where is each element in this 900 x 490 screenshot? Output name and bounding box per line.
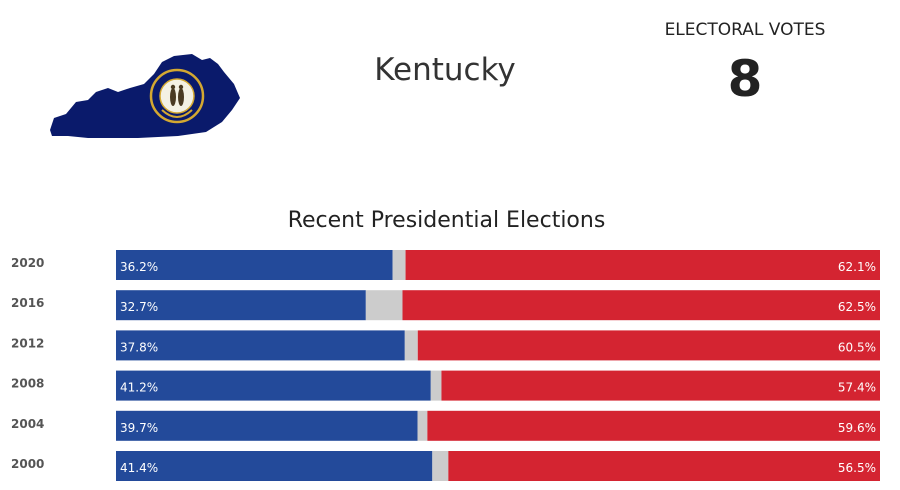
year-label: 2016 xyxy=(11,296,44,310)
value-label-dem: 41.2% xyxy=(120,381,158,395)
year-label: 2000 xyxy=(11,457,44,471)
kentucky-state-shape xyxy=(50,54,240,138)
bar-segment-other xyxy=(365,290,403,321)
year-label: 2012 xyxy=(11,336,44,350)
value-label-dem: 36.2% xyxy=(120,260,158,274)
bar-segment-rep xyxy=(405,250,880,280)
bar-segment-dem xyxy=(116,330,405,361)
state-name: Kentucky xyxy=(374,52,516,88)
bar-segment-rep xyxy=(427,410,880,441)
bar-segment-dem xyxy=(116,290,366,321)
seal-figure-left xyxy=(170,88,176,106)
year-label: 2020 xyxy=(11,256,44,270)
bar-segment-dem xyxy=(116,370,431,401)
year-label: 2004 xyxy=(11,417,44,431)
value-label-rep: 60.5% xyxy=(838,340,876,354)
value-label-dem: 39.7% xyxy=(120,421,158,435)
value-label-dem: 32.7% xyxy=(120,300,158,314)
chart-title: Recent Presidential Elections xyxy=(287,208,606,233)
kentucky-map-icon xyxy=(50,54,240,138)
value-label-rep: 62.1% xyxy=(838,260,876,274)
value-label-rep: 57.4% xyxy=(838,381,876,395)
value-label-dem: 37.8% xyxy=(120,340,158,354)
bar-segment-other xyxy=(404,330,418,361)
bar-segment-rep xyxy=(402,290,880,321)
bar-segment-dem xyxy=(116,451,433,481)
value-label-rep: 62.5% xyxy=(838,300,876,314)
bar-segment-rep xyxy=(441,370,880,401)
bar-segment-other xyxy=(430,370,442,401)
seal-head-right xyxy=(178,84,184,90)
value-label-rep: 56.5% xyxy=(838,461,876,475)
year-label: 2008 xyxy=(11,377,44,391)
value-label-rep: 59.6% xyxy=(838,421,876,435)
bar-segment-other xyxy=(392,250,406,280)
bar-segment-rep xyxy=(417,330,880,361)
value-label-dem: 41.4% xyxy=(120,461,158,475)
bar-segment-dem xyxy=(116,250,393,280)
seal-inner-disc xyxy=(159,78,195,114)
seal-figure-right xyxy=(178,88,184,106)
bar-segment-other xyxy=(417,410,428,441)
seal-head-left xyxy=(170,84,176,90)
bar-segment-other xyxy=(432,451,449,481)
seal-laurel-wreath xyxy=(161,109,193,118)
bar-segment-dem xyxy=(116,410,418,441)
bar-segment-rep xyxy=(448,451,880,481)
electoral-votes-count: 8 xyxy=(727,50,763,108)
electoral-votes-label: ELECTORAL VOTES xyxy=(664,20,826,40)
election-results-chart: 2020 36.2% 62.1% 2016 32.7% 62.5% 2012 37.8% 60.… xyxy=(11,250,880,481)
